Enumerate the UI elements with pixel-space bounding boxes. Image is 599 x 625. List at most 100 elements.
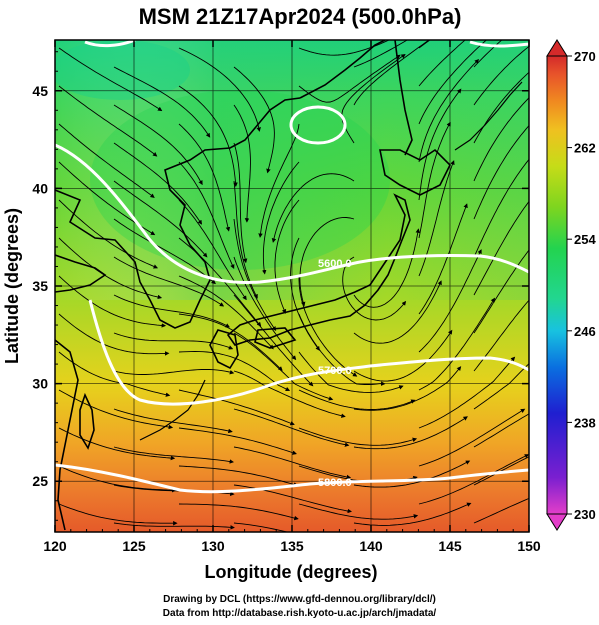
colorbar-scale [546,55,568,515]
streamline [271,173,355,243]
streamline [58,313,170,356]
x-tick-label: 150 [517,538,541,554]
streamline [58,503,178,526]
streamline [113,332,234,350]
streamline [298,389,416,410]
streamline [353,228,421,308]
streamline [473,45,529,106]
streamline [473,71,529,144]
streamline [58,47,163,112]
y-axis-label: Latitude (degrees) [2,208,22,364]
streamline [418,40,466,87]
colorbar-tick-label: 238 [574,415,596,430]
streamline [233,408,350,447]
streamline [58,85,158,157]
x-tick-label: 140 [359,538,383,554]
streamline [473,124,529,220]
streamline [113,180,208,258]
streamline [113,142,203,225]
y-tick-label: 25 [32,473,48,489]
streamline [178,47,261,132]
streamline [418,88,462,201]
streamline [299,217,355,307]
y-tick-label: 35 [32,278,48,294]
streamline [418,408,526,467]
streamline [178,123,231,232]
streamline [233,256,297,361]
contour-low-center [289,105,347,145]
x-tick-label: 135 [280,538,304,554]
streamline [113,446,235,464]
streamline [261,161,300,275]
streamline [58,389,174,430]
streamline [473,249,529,334]
x-tick-label: 120 [43,538,67,554]
longitude-ticks: 120 125 130 135 140 145 150 [43,40,541,554]
streamline [258,123,300,238]
streamline [113,104,203,186]
streamline [178,275,274,350]
credit-data: Data from http://database.rish.kyoto-u.a… [162,608,437,619]
streamline [353,329,453,382]
streamline [178,503,299,521]
streamline [418,121,451,239]
x-axis-label: Longitude (degrees) [204,562,377,582]
contour-label-5800: 5800.0 [318,477,352,489]
streamline [178,161,235,270]
streamline [298,54,401,103]
streamline [473,40,503,68]
streamline [113,408,233,434]
y-tick-label: 30 [32,376,48,392]
streamline [233,218,277,332]
streamline [233,484,353,514]
streamline [233,370,346,418]
streamline [58,427,176,461]
colorbar-max-triangle [546,39,568,57]
streamline [178,313,283,371]
streamline [418,203,468,315]
contour-5800-line [55,463,529,494]
contour-label-5600: 5600.0 [318,258,352,270]
coastlines [55,40,523,531]
streamline [113,256,225,307]
y-tick-label: 40 [32,180,48,196]
streamline [233,522,289,532]
streamline [233,66,275,174]
hokkaido-coast [379,148,451,196]
height-contours [55,40,529,494]
colorbar-tick-label: 246 [574,324,596,339]
china-south-coast [55,339,79,531]
honshu-coast [226,193,411,346]
map-title: MSM 21Z17Apr2024 (500.0hPa) [139,4,462,29]
contour-5700-line [88,299,529,406]
streamline [58,351,171,397]
primorye-coast [299,40,386,99]
shikoku-coast [254,327,297,349]
streamline [178,465,299,487]
map-plot-area: 5600.0 5700.0 5800.0 [55,40,529,532]
y-tick-label: 45 [32,83,48,99]
streamline [418,297,495,391]
streamline [353,460,471,488]
streamline [298,503,419,520]
streamline [274,199,300,314]
colorbar-tick-label: 262 [574,141,596,156]
colorbar-tick-label: 270 [574,49,596,64]
streamline [298,313,386,386]
colorbar: 270 262 254 246 238 230 [546,39,596,531]
streamline [58,275,167,328]
streamline [298,276,358,377]
streamline [233,180,258,299]
streamline [298,351,404,393]
streamline [418,454,529,505]
streamline [418,356,516,429]
taiwan-coast [79,392,95,450]
streamline [298,40,391,56]
streamline [342,256,407,321]
streamline [353,40,430,106]
kyushu-coast [209,329,239,370]
sakhalin-coast [394,40,413,156]
streamline [418,58,480,163]
contour-northeast-fragment [469,40,529,48]
streamline [353,502,472,526]
